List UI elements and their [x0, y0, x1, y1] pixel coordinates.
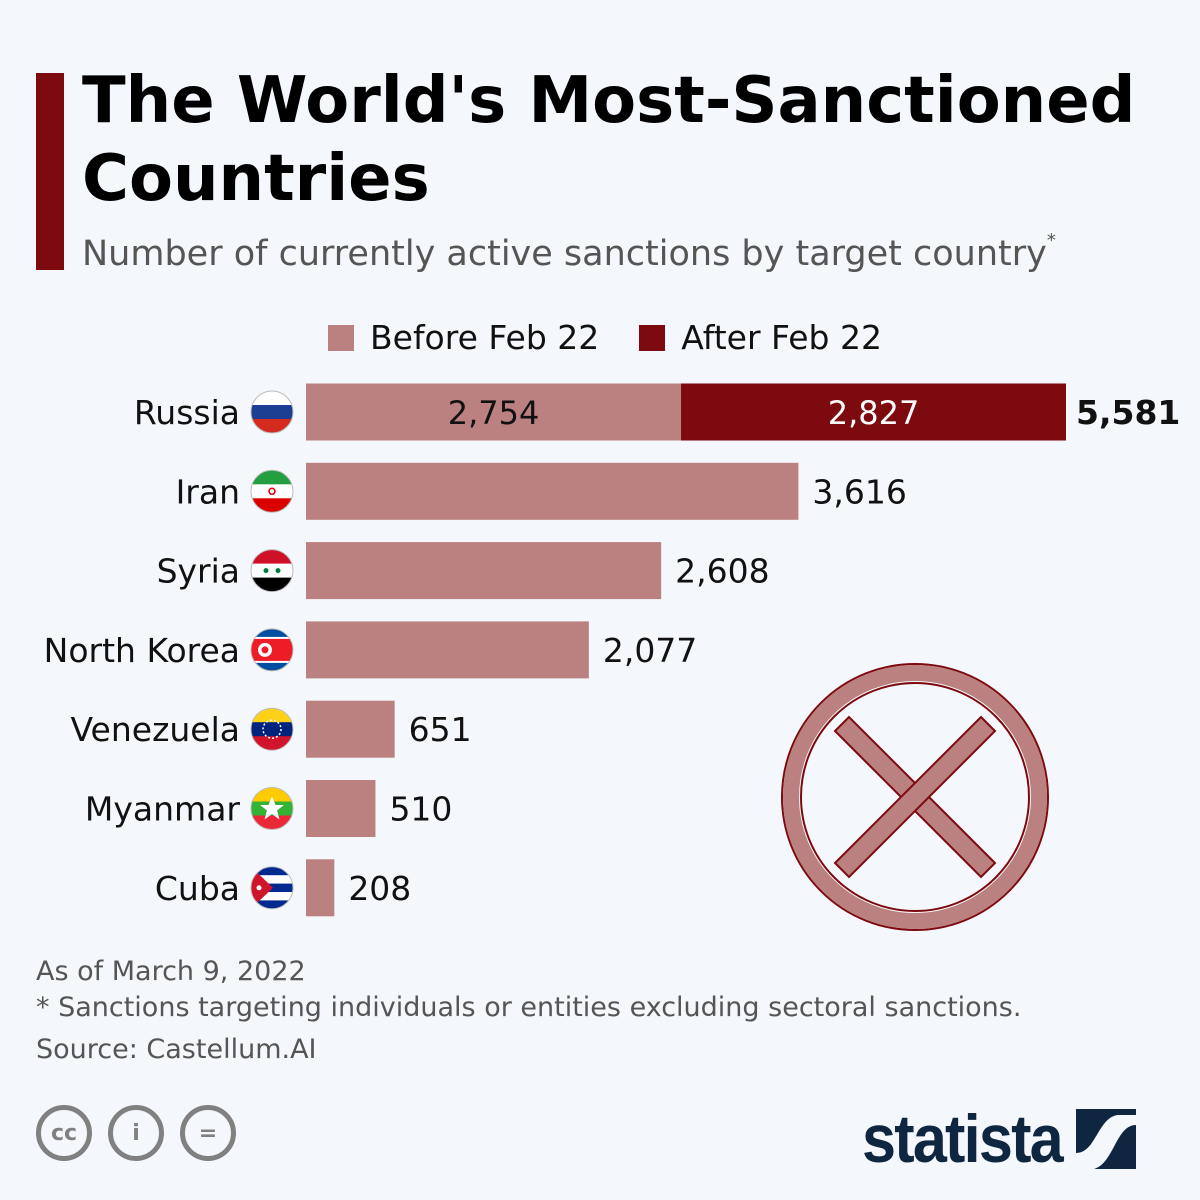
category-label: North Korea: [44, 631, 240, 670]
legend-label-after: After Feb 22: [681, 318, 882, 357]
venezuela-flag: [250, 707, 294, 751]
sanction-prohibited-icon: [781, 663, 1049, 931]
date-note: As of March 9, 2022: [36, 956, 306, 987]
legend-swatch-after: [639, 324, 666, 351]
bar-total-label: 651: [409, 710, 472, 749]
emblem: [268, 487, 276, 496]
flag-body: [251, 866, 293, 909]
flag-stripe: [251, 736, 293, 751]
flag-stripe: [251, 875, 293, 885]
bar-before: [306, 462, 799, 520]
bar-before: [306, 700, 395, 758]
flag-border: [250, 787, 294, 830]
flag-stripe: [251, 391, 293, 406]
flag-border: [250, 390, 294, 434]
chart-title: The World's Most-Sanctioned Countries: [82, 64, 1136, 216]
flag-stripe: [251, 484, 293, 499]
flag-stripe: [251, 563, 293, 579]
flag-stripe: [251, 405, 293, 420]
bar-total-label: 2,077: [603, 631, 697, 670]
flag-border: [250, 549, 294, 593]
bar-after: [681, 383, 1066, 441]
legend: Before Feb 22 After Feb 22: [328, 318, 922, 357]
statista-logo[interactable]: statista: [862, 1100, 1137, 1178]
legend-item-before: Before Feb 22: [328, 318, 599, 357]
flag-body: [251, 391, 293, 433]
bar-total-label: 208: [348, 869, 411, 908]
flag-border: [250, 628, 294, 672]
category-label: Russia: [134, 393, 240, 432]
category-label: Venezuela: [71, 710, 240, 749]
russia-flag: [250, 390, 294, 434]
flag-stripe: [251, 892, 293, 901]
bar-before: [306, 859, 335, 917]
flag-stripe: [251, 498, 293, 513]
category-label: Iran: [176, 472, 240, 511]
flag-stripe: [251, 419, 293, 433]
cc-license-icon[interactable]: cc: [36, 1105, 92, 1161]
flag-stripe: [251, 866, 293, 876]
iran-flag: [250, 469, 294, 513]
flag-stripe: [251, 787, 293, 802]
flag-border: [250, 469, 294, 513]
footnote: * Sanctions targeting individuals or ent…: [36, 992, 1022, 1023]
star: [275, 568, 281, 574]
statista-logo-icon: [1076, 1109, 1137, 1169]
subtitle-text: Number of currently active sanctions by …: [82, 234, 1047, 274]
flag-stripe: [251, 470, 293, 485]
legend-item-after: After Feb 22: [639, 318, 882, 357]
bar-before: [306, 542, 662, 600]
flag-body: [251, 549, 293, 592]
flag-body: [251, 628, 293, 671]
star: [261, 646, 269, 654]
flag-stripe: [251, 900, 293, 909]
cc-text: cc: [50, 1120, 78, 1146]
source: Source: Castellum.AI: [36, 1034, 317, 1065]
by-text: i: [132, 1120, 140, 1146]
flag-body: [251, 708, 293, 751]
category-label: Cuba: [155, 869, 240, 908]
star: [260, 796, 284, 820]
bar-total-label: 5,581: [1076, 393, 1180, 432]
nd-text: =: [198, 1120, 218, 1146]
bar-before: [306, 383, 682, 441]
flag-body: [251, 470, 293, 513]
flag-body: [251, 787, 293, 830]
bar-value-label: 2,827: [828, 394, 920, 432]
flag-stripe: [251, 815, 293, 830]
star: [256, 885, 262, 891]
legend-swatch-before: [328, 324, 354, 351]
bar-before: [306, 780, 376, 837]
north-korea-flag: [250, 628, 294, 672]
flag-border: [250, 866, 294, 910]
flag-stripe: [251, 722, 293, 737]
bar-total-label: 2,608: [675, 552, 769, 591]
legend-label-before: Before Feb 22: [370, 318, 600, 357]
star: [263, 568, 269, 574]
no-derivatives-icon[interactable]: =: [180, 1105, 236, 1161]
flag-stripe: [251, 708, 293, 723]
myanmar-flag: [250, 787, 294, 830]
flag-stripe: [251, 549, 293, 565]
stars: [262, 719, 282, 739]
attribution-icon[interactable]: i: [108, 1105, 164, 1161]
triangle: [251, 866, 273, 909]
bar-before: [306, 621, 589, 679]
chart-subtitle: Number of currently active sanctions by …: [82, 230, 1056, 274]
title-accent-bar: [36, 73, 64, 270]
flag-border: [250, 707, 294, 751]
logo-text: statista: [862, 1101, 1064, 1177]
bar-value-label: 2,754: [448, 394, 540, 432]
subtitle-footnote-mark: *: [1046, 230, 1056, 251]
cuba-flag: [250, 866, 294, 910]
syria-flag: [250, 549, 294, 593]
bar-total-label: 3,616: [812, 472, 906, 511]
flag-stripe: [251, 577, 293, 592]
bar-total-label: 510: [389, 790, 452, 829]
category-label: Syria: [157, 552, 240, 591]
category-label: Myanmar: [85, 790, 241, 829]
